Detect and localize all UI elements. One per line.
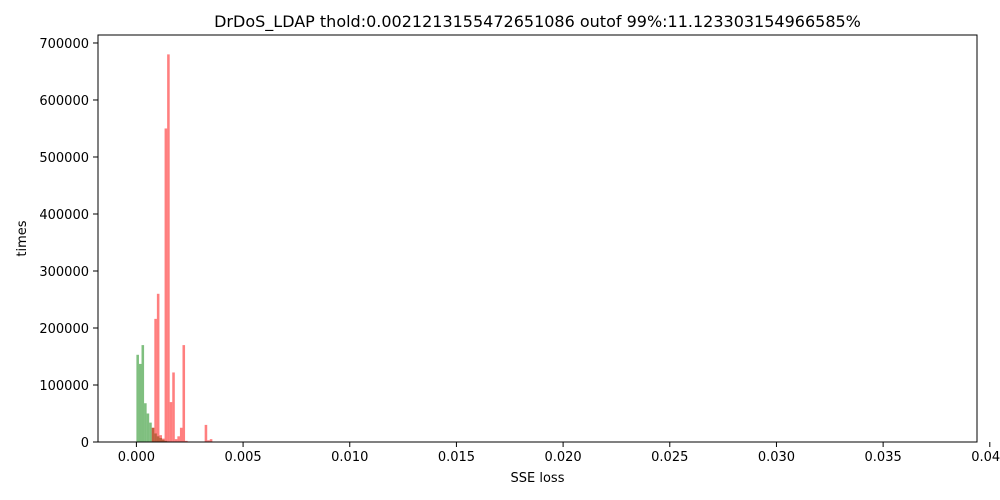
y-tick-label: 300000 — [39, 265, 89, 280]
y-tick-label: 700000 — [39, 37, 89, 52]
y-tick-label: 500000 — [39, 151, 89, 166]
histogram-bar-series-1-bin-9 — [174, 439, 178, 442]
bars-layer — [136, 54, 213, 443]
histogram-bar-series-1-bin-8 — [172, 372, 175, 442]
histogram-bar-series-1-bin-3 — [159, 435, 162, 442]
chart-title: DrDoS_LDAP thold:0.0021213155472651086 o… — [214, 12, 861, 32]
histogram-bar-series-0-bin-2 — [141, 345, 145, 442]
histogram-bar-series-1-bin-12 — [182, 345, 186, 442]
y-tick-label: 200000 — [39, 322, 89, 337]
histogram-bar-series-0-bin-3 — [144, 403, 147, 442]
histogram-bar-series-1-bin-14 — [204, 424, 208, 442]
histogram-bar-series-1-bin-5 — [164, 128, 168, 443]
histogram-bar-series-1-bin-1 — [154, 318, 157, 442]
y-tick-label: 100000 — [39, 379, 89, 394]
histogram-bar-series-1-bin-4 — [162, 438, 165, 442]
x-tick-label: 0.000 — [118, 450, 155, 465]
x-axis-ticks: 0.000 0.005 0.010 0.015 0.020 0.025 0.030 0.035… — [118, 442, 1000, 465]
x-tick-label: 0.035 — [865, 450, 902, 465]
y-tick-label: 0 — [81, 436, 89, 451]
x-tick-label: 0.015 — [438, 450, 475, 465]
x-tick-label: 0.040 — [971, 450, 1000, 465]
histogram-bar-series-1-bin-13 — [185, 440, 188, 442]
x-tick-label: 0.010 — [331, 450, 368, 465]
histogram-bar-series-1-bin-2 — [156, 293, 160, 442]
histogram-bar-series-0-bin-0 — [136, 354, 139, 442]
y-tick-label: 600000 — [39, 94, 89, 109]
x-axis-label: SSE loss — [511, 471, 565, 486]
histogram-bar-series-0-bin-4 — [146, 413, 150, 442]
x-tick-label: 0.020 — [544, 450, 581, 465]
histogram-bar-series-0-bin-1 — [138, 363, 142, 442]
histogram-bar-series-1-bin-0 — [151, 427, 155, 442]
x-tick-label: 0.025 — [651, 450, 688, 465]
x-tick-label: 0.030 — [758, 450, 795, 465]
y-axis-ticks: 0 100000 200000 300000 400000 500000 600000 700… — [39, 37, 98, 451]
histogram-bar-series-0-bin-5 — [149, 422, 152, 442]
y-tick-label: 400000 — [39, 208, 89, 223]
histogram-bar-series-1-bin-16 — [209, 439, 213, 442]
histogram-bar-series-1-bin-15 — [207, 440, 210, 442]
histogram-bar-series-1-bin-11 — [179, 427, 183, 442]
histogram-bar-series-1-bin-6 — [167, 54, 170, 442]
x-tick-label: 0.005 — [224, 450, 261, 465]
plot-frame — [97, 34, 978, 443]
histogram-bar-series-1-bin-10 — [177, 436, 180, 442]
histogram-bar-series-1-bin-7 — [169, 402, 173, 442]
y-axis-label: times — [15, 220, 30, 256]
